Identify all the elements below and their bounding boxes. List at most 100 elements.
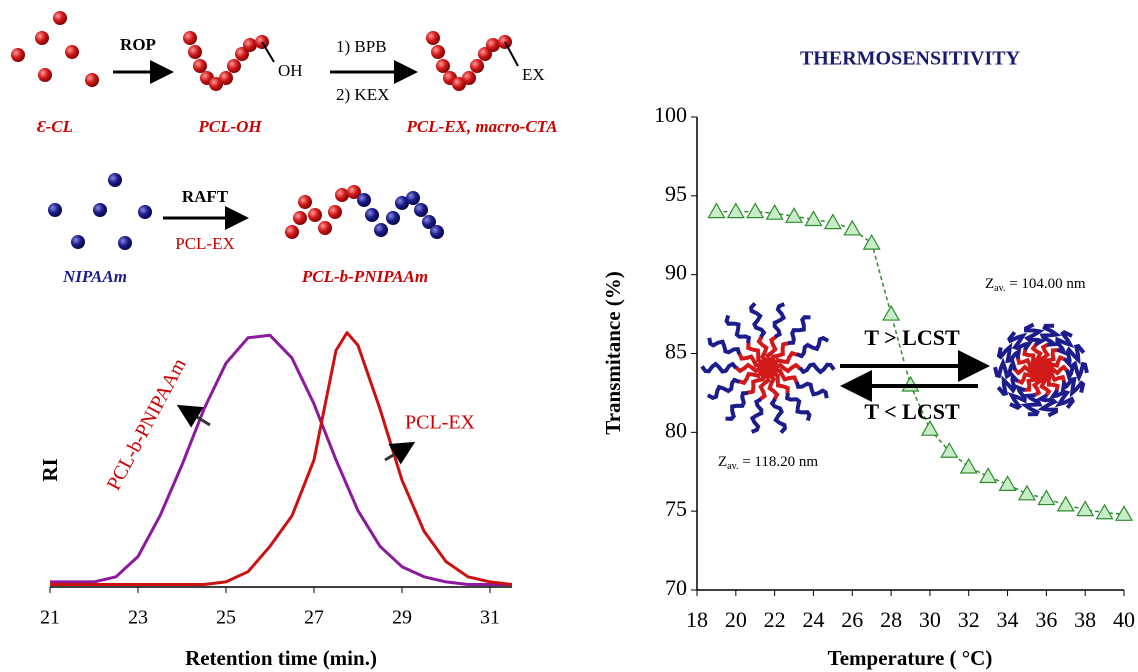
bead [188,45,202,59]
bead [118,236,132,250]
chart-title: THERMOSENSITIVITY [800,48,1021,70]
micelle-shell-chain [769,398,788,435]
data-point [882,304,901,321]
micelle-core-chain [767,350,798,372]
y-tick-label: 100 [654,102,687,127]
micelle-shell-chain [707,337,742,355]
data-point [843,219,862,236]
compound-label: PCL-EX, macro-CTA [405,117,557,136]
data-point [726,202,745,219]
y-tick-label: 85 [665,339,687,364]
micelle-shell-chain [1036,393,1059,418]
x-tick-label: 18 [686,607,708,632]
bead [48,203,62,217]
end-group: EX [522,65,545,84]
x-axis-label: Retention time (min.) [185,646,377,670]
micelle-shell-chain [794,381,829,399]
x-tick-label: 31 [480,607,500,629]
bead [462,71,476,85]
bead [386,211,400,225]
bead [430,225,444,239]
micelle-shell-chain [1007,330,1033,351]
micelle-shell-chain [993,357,1017,380]
compound-label: PCL-OH [197,117,262,136]
size-annotation: Zav. = 104.00 nm [985,276,1086,294]
bond [261,41,275,63]
data-point [785,207,804,223]
data-point [920,419,939,436]
data-point [1037,489,1056,506]
sec-trace [50,331,513,586]
bead [357,193,371,207]
x-tick-label: 25 [216,607,236,629]
data-point [862,233,881,250]
annotation: T > LCST [864,325,960,350]
bead [108,173,122,187]
micelle-shell-chain [1055,329,1075,356]
size-annotation-part: av. [994,283,1005,294]
bead [85,73,99,87]
bead [431,45,445,59]
data-point [979,467,998,484]
annotation-arrow [176,404,211,428]
micelle-shell-chain [796,335,830,359]
micelles [700,301,1089,435]
x-tick-label: 24 [802,607,824,632]
x-tick-label: 30 [919,607,941,632]
micelle-shell-chain [1020,393,1043,417]
micelle-shell-chain [1060,376,1086,398]
bead [38,68,52,82]
bead [193,59,207,73]
y-tick-label: 75 [665,496,687,521]
bead [53,11,67,25]
data-point [1095,503,1114,520]
y-tick-label: 70 [665,575,687,600]
bead [318,221,332,235]
data-point [959,457,978,474]
reagent: 2) KEX [336,85,389,104]
y-axis-label: Transmitance (%) [601,271,625,435]
bead [35,31,49,45]
bead [347,185,361,199]
end-group: OH [278,61,303,80]
micelle-shell-chain [748,301,767,338]
micelle-shell-chain [1007,384,1027,411]
scheme-beads [11,11,519,250]
bead [308,208,322,222]
x-tick-label: 29 [392,607,412,629]
bead [486,38,500,52]
bead [395,196,409,210]
size-annotation-part: = 104.00 nm [1005,276,1085,292]
x-tick-label: 32 [958,607,980,632]
data-point [804,210,823,227]
micelle-shell-chain [772,302,787,339]
micelle-core-chain [1040,354,1066,374]
data-point [1114,505,1134,521]
x-tick-label: 28 [880,607,902,632]
size-annotation-part: = 118.20 nm [738,454,818,470]
bead [298,195,312,209]
bead [138,205,152,219]
micelle-shell-chain [749,397,764,434]
data-point [746,202,765,219]
bead [335,188,349,202]
sec-trace [50,333,512,586]
micelle-shell-chain [798,362,836,375]
series-label: PCL-EX [405,412,476,434]
x-tick-label: 36 [1035,607,1057,632]
micelle-shell-chain [1049,389,1075,410]
micelle-shell-chain [996,371,1020,397]
bead [243,38,257,52]
compound-label: PCL-b-PNIPAAm [301,267,428,286]
data-point [823,213,842,230]
x-tick-label: 40 [1113,607,1135,632]
micelle-shell-chain [996,342,1022,364]
size-annotation: Zav. = 118.20 nm [718,454,818,472]
bead [65,45,79,59]
bead [235,47,249,61]
x-tick-label: 38 [1074,607,1096,632]
compound-label: Ɛ-CL [37,117,73,136]
compound-label: NIPAAm [62,267,127,286]
y-tick-label: 95 [665,181,687,206]
